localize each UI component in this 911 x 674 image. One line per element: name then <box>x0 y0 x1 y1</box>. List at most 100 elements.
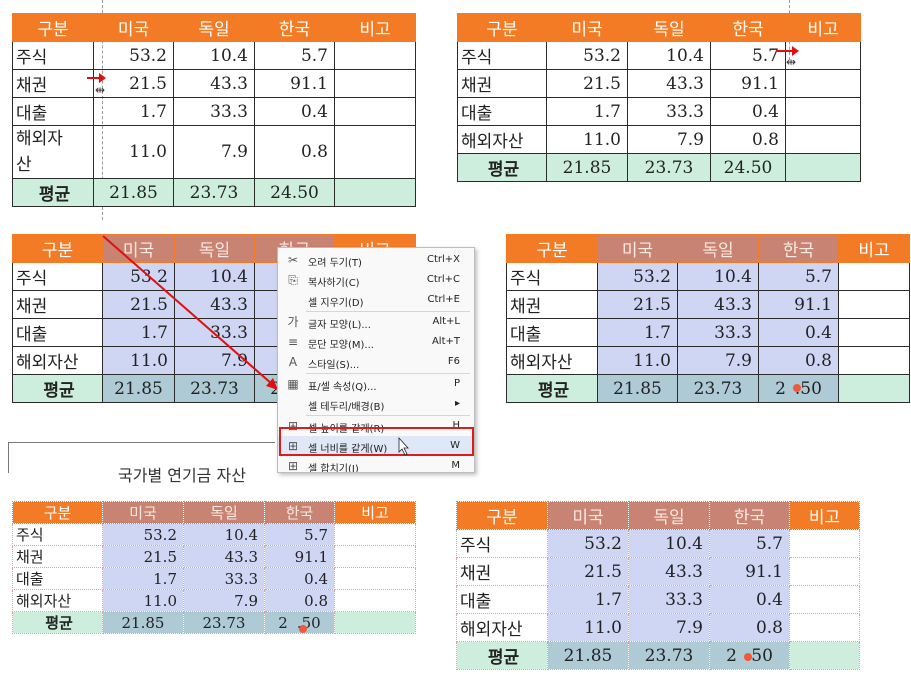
header-cell[interactable]: 비고 <box>334 501 416 524</box>
cell[interactable]: 10.4 <box>173 41 255 70</box>
cell[interactable] <box>789 613 860 642</box>
cell-selected[interactable]: 0.4 <box>758 318 839 347</box>
cell-selected[interactable]: 10.4 <box>174 262 255 291</box>
cell-selected[interactable]: 53.2 <box>547 529 629 558</box>
cell-selected[interactable]: 1.7 <box>102 567 184 590</box>
cell[interactable] <box>334 125 416 179</box>
cell[interactable] <box>838 262 910 291</box>
avg-cell-selected[interactable]: 23.73 <box>174 374 255 403</box>
cell-selected[interactable]: 7.9 <box>677 346 759 375</box>
cell-selected[interactable]: 53.2 <box>102 523 184 546</box>
row-label[interactable]: 채권 <box>506 290 598 319</box>
cell[interactable]: 11.0 <box>546 125 628 154</box>
header-cell-selected[interactable]: 독일 <box>628 501 710 530</box>
menu-item-table-cell-props[interactable]: ▦ 표/셀 속성(Q)... P <box>278 374 474 394</box>
header-cell[interactable]: 독일 <box>627 13 711 42</box>
row-label[interactable]: 해외자산 <box>506 346 598 375</box>
cell-selected[interactable]: 11.0 <box>597 346 678 375</box>
avg-cell[interactable]: 21.85 <box>93 178 174 207</box>
cell-selected[interactable]: 0.8 <box>758 346 839 375</box>
header-cell-selected[interactable]: 미국 <box>547 501 629 530</box>
avg-cell[interactable]: 23.73 <box>173 178 255 207</box>
row-label[interactable]: 해외자산 <box>12 589 103 612</box>
header-cell-selected[interactable]: 독일 <box>677 234 759 263</box>
cell[interactable] <box>334 567 416 590</box>
row-label[interactable]: 채권 <box>456 557 548 586</box>
row-label[interactable]: 대출 <box>506 318 598 347</box>
avg-label[interactable]: 평균 <box>506 374 598 403</box>
cell[interactable] <box>334 69 416 98</box>
cell[interactable]: 53.2 <box>546 41 628 70</box>
avg-label[interactable]: 평균 <box>12 374 103 403</box>
menu-item-cut[interactable]: ✂ 오려 두기(T) Ctrl+X <box>278 250 474 270</box>
header-cell[interactable]: 비고 <box>789 501 860 530</box>
header-cell[interactable]: 한국 <box>254 13 335 42</box>
cell[interactable] <box>334 589 416 612</box>
cell-selected[interactable]: 5.7 <box>709 529 790 558</box>
header-cell[interactable]: 구분 <box>506 234 598 263</box>
header-cell[interactable]: 한국 <box>710 13 786 42</box>
header-cell[interactable]: 구분 <box>12 234 103 263</box>
menu-item-copy[interactable]: ⎘ 복사하기(C) Ctrl+C <box>278 270 474 290</box>
cell[interactable]: 33.3 <box>173 97 255 126</box>
cell-selected[interactable]: 43.3 <box>628 557 710 586</box>
cell-selected[interactable]: 11.0 <box>102 589 184 612</box>
cell-selected[interactable]: 91.1 <box>709 557 790 586</box>
row-label[interactable]: 채권 <box>12 290 103 319</box>
header-cell-selected[interactable]: 미국 <box>597 234 678 263</box>
cell-selected[interactable]: 0.8 <box>709 613 790 642</box>
cell-selected[interactable]: 91.1 <box>264 545 335 568</box>
header-cell-selected[interactable]: 독일 <box>174 234 255 263</box>
cell[interactable]: 21.5 <box>546 69 628 98</box>
header-cell-selected[interactable]: 한국 <box>758 234 839 263</box>
cell[interactable] <box>838 318 910 347</box>
row-label[interactable]: 채권 <box>12 545 103 568</box>
avg-label[interactable]: 평균 <box>457 153 547 182</box>
cell-selected[interactable]: 43.3 <box>677 290 759 319</box>
cell-selected[interactable]: 11.0 <box>547 613 629 642</box>
cell[interactable]: 10.4 <box>627 41 711 70</box>
cell-selected[interactable]: 53.2 <box>597 262 678 291</box>
cell-selected[interactable]: 0.4 <box>264 567 335 590</box>
header-cell[interactable]: 구분 <box>12 501 103 524</box>
menu-item-merge-cells[interactable]: ⊞ 셀 합치기(J) M <box>278 456 474 472</box>
header-cell-selected[interactable]: 미국 <box>102 501 184 524</box>
cell-selected[interactable]: 11.0 <box>102 346 175 375</box>
avg-cell-selected[interactable]: 21.85 <box>597 374 678 403</box>
cell-selected[interactable]: 0.4 <box>709 585 790 614</box>
cell[interactable] <box>334 545 416 568</box>
cell[interactable] <box>838 290 910 319</box>
row-label-wrapped[interactable]: 해외자 산 <box>12 125 94 179</box>
cell-selected[interactable]: 33.3 <box>677 318 759 347</box>
cell-selected[interactable]: 10.4 <box>628 529 710 558</box>
cell-selected[interactable]: 1.7 <box>547 585 629 614</box>
row-label[interactable]: 대출 <box>456 585 548 614</box>
avg-cell[interactable] <box>334 611 416 634</box>
cell[interactable]: 0.8 <box>710 125 786 154</box>
row-label[interactable]: 주식 <box>506 262 598 291</box>
menu-item-font-shape[interactable]: 가 글자 모양(L)... Alt+L <box>278 312 474 332</box>
menu-item-paragraph-shape[interactable]: ≡ 문단 모양(M)... Alt+T <box>278 332 474 352</box>
row-label[interactable]: 해외자산 <box>456 613 548 642</box>
cell-selected[interactable]: 7.9 <box>628 613 710 642</box>
avg-cell-selected[interactable]: 21.85 <box>102 374 175 403</box>
header-cell[interactable]: 미국 <box>546 13 628 42</box>
avg-cell-selected[interactable]: 23.73 <box>628 641 710 670</box>
cell[interactable] <box>789 585 860 614</box>
row-label[interactable]: 주식 <box>12 523 103 546</box>
cell-selected[interactable]: 43.3 <box>174 290 255 319</box>
header-cell[interactable]: 구분 <box>456 501 548 530</box>
cell[interactable]: 0.8 <box>254 125 335 179</box>
avg-cell[interactable]: 21.85 <box>546 153 628 182</box>
header-cell[interactable]: 비고 <box>838 234 910 263</box>
row-label[interactable]: 주식 <box>12 41 94 70</box>
cell-selected[interactable]: 21.5 <box>597 290 678 319</box>
cell[interactable] <box>838 346 910 375</box>
cell-selected[interactable]: 21.5 <box>102 545 184 568</box>
cell-selected[interactable]: 0.8 <box>264 589 335 612</box>
header-cell[interactable]: 미국 <box>93 13 174 42</box>
avg-label[interactable]: 평균 <box>456 641 548 670</box>
menu-item-clear-cell[interactable]: 셀 지우기(D) Ctrl+E <box>278 290 474 310</box>
cell[interactable]: 91.1 <box>254 69 335 98</box>
cell-selected[interactable]: 5.7 <box>264 523 335 546</box>
